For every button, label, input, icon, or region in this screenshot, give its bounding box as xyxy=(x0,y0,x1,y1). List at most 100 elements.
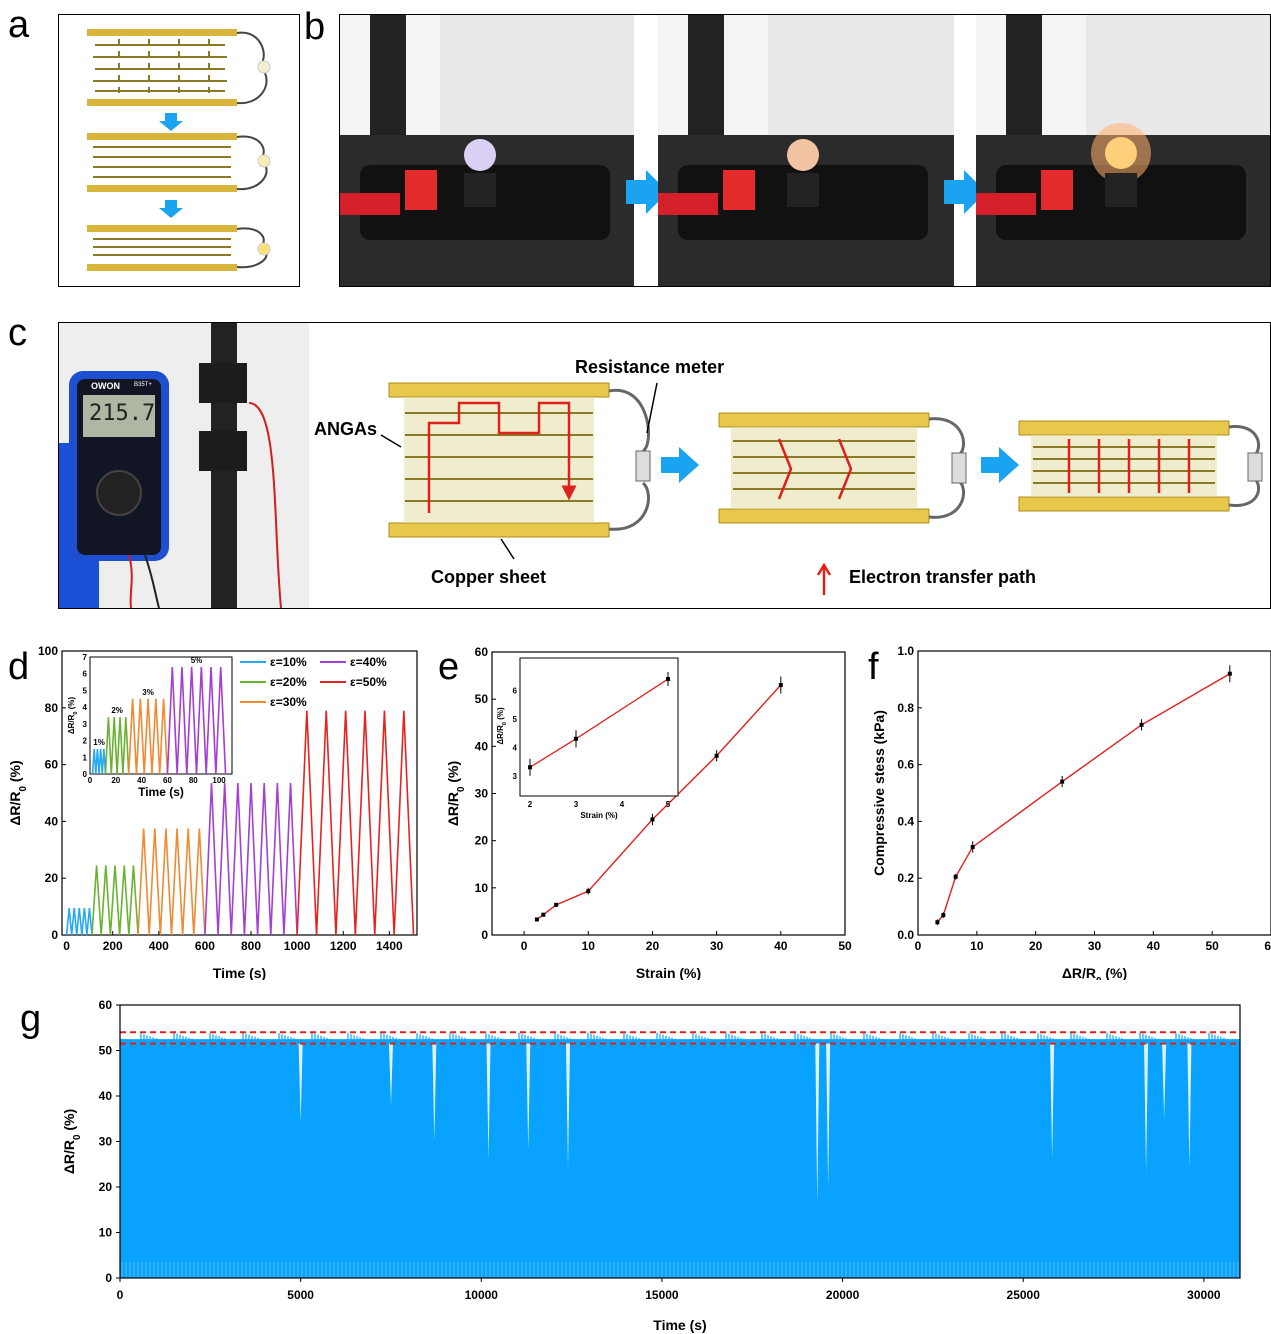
g-ytick-label-3: 30 xyxy=(99,1135,113,1149)
d-inset-ytick-0: 0 xyxy=(83,770,88,779)
stack-half-compressed xyxy=(87,133,271,192)
schematic-half-compressed xyxy=(718,412,967,524)
e-xtick-label-5: 50 xyxy=(838,939,852,953)
e-xtick-label-2: 20 xyxy=(646,939,660,953)
label-electron-transfer-path: Electron transfer path xyxy=(849,567,1037,587)
d-inset-xtick-0: 0 xyxy=(88,776,93,785)
f-point-2 xyxy=(953,874,958,879)
e-point-1 xyxy=(541,912,546,917)
panel-label-b: b xyxy=(304,6,326,48)
d-inset-series-3 xyxy=(166,666,227,775)
d-series-1 xyxy=(91,865,139,936)
g-dip-7 xyxy=(826,1043,831,1187)
chart-g-long-term-cycling: 0 5000 10000 15000 20000 25000 30000 0 10 20 30 40 5… xyxy=(61,1000,1241,1333)
right-arrow-icon xyxy=(626,170,668,214)
g-dip-3 xyxy=(486,1043,491,1160)
f-line xyxy=(936,673,1231,923)
g-xtick-label-2: 10000 xyxy=(465,1288,499,1302)
d-inset-ytick-6: 6 xyxy=(83,670,88,679)
e-point-5 xyxy=(714,753,719,758)
right-arrow-icon-2 xyxy=(944,170,986,214)
e-ytick-label-2: 20 xyxy=(475,834,489,848)
f-xtick-label-2: 20 xyxy=(1029,939,1043,953)
photo-3 xyxy=(976,15,1270,286)
panel-a-frame xyxy=(58,14,300,287)
d-series-4 xyxy=(296,710,415,936)
right-arrow-icon-3 xyxy=(661,447,699,483)
e-point-3 xyxy=(586,889,591,894)
f-plot-frame xyxy=(917,650,1271,936)
g-dip-6 xyxy=(815,1043,820,1206)
g-xtick-label-3: 15000 xyxy=(645,1288,679,1302)
panel-label-g: g xyxy=(20,998,42,1040)
d-inset-ytick-3: 3 xyxy=(83,720,88,729)
panel-label-a: a xyxy=(8,4,30,46)
d-inset-series-label-0: 1% xyxy=(93,738,105,747)
g-ytick-label-2: 20 xyxy=(99,1180,113,1194)
e-point-2 xyxy=(554,902,559,907)
chart-d-cyclic-response: 0 200 400 600 800 1000 1200 1400020406080100ΔR/… xyxy=(7,644,418,980)
g-ytick-label-0: 0 xyxy=(105,1271,112,1285)
f-point-4 xyxy=(1060,779,1065,784)
d-series-2 xyxy=(137,828,206,936)
f-point-6 xyxy=(1227,671,1232,676)
e-point-6 xyxy=(778,683,783,688)
e-inset-ytick-3: 6 xyxy=(513,686,518,695)
f-xtick-label-4: 40 xyxy=(1147,939,1161,953)
multimeter-model: B35T+ xyxy=(134,382,152,388)
d-inset-series-1 xyxy=(104,717,130,775)
d-xtick-label-6: 1200 xyxy=(330,939,357,953)
d-inset-xtick-3: 60 xyxy=(163,776,172,785)
g-cycle-fill xyxy=(120,1039,1240,1278)
g-ytick-label-5: 50 xyxy=(99,1044,113,1058)
e-inset-point-1 xyxy=(574,736,578,741)
d-xtick-label-7: 1400 xyxy=(376,939,403,953)
f-ytick-label-3: 0.6 xyxy=(897,758,914,772)
g-dip-4 xyxy=(526,1043,531,1151)
e-inset-xtick-3: 5 xyxy=(666,800,671,809)
chart-e-strain-response: 0 10 20 30 40 50 0 10 20 30 40 50 60 ΔR/R0 (%) Strain … xyxy=(445,645,852,980)
f-xlabel: ΔR/R0 (%) xyxy=(1062,965,1127,980)
electron-path-legend-arrow xyxy=(816,562,832,595)
g-ytick-label-1: 10 xyxy=(99,1226,113,1240)
d-legend-label-1: ε=20% xyxy=(270,675,307,689)
multimeter-reading: 215.7 xyxy=(89,401,156,426)
f-xtick-label-6: 60 xyxy=(1264,939,1271,953)
f-point-1 xyxy=(941,913,946,918)
down-arrow-icon xyxy=(159,113,183,131)
stack-uncompressed xyxy=(87,29,271,106)
f-point-3 xyxy=(970,844,975,849)
e-inset-point-2 xyxy=(666,677,670,682)
e-inset-point-0 xyxy=(528,765,532,770)
g-dip-10 xyxy=(1162,1043,1167,1119)
d-ylabel: ΔR/R0 (%) xyxy=(7,760,29,825)
e-xlabel: Strain (%) xyxy=(636,965,701,980)
e-inset-xtick-0: 2 xyxy=(528,800,533,809)
f-ytick-label-0: 0.0 xyxy=(897,928,914,942)
d-inset-series-label-2: 3% xyxy=(142,688,154,697)
d-legend-label-0: ε=10% xyxy=(270,655,307,669)
e-inset-ytick-0: 3 xyxy=(513,772,518,781)
e-inset-xlabel: Strain (%) xyxy=(580,811,618,820)
e-inset-ytick-1: 4 xyxy=(513,743,518,752)
g-ytick-label-4: 40 xyxy=(99,1089,113,1103)
f-point-5 xyxy=(1139,722,1144,727)
e-xtick-label-4: 40 xyxy=(774,939,788,953)
e-xtick-label-1: 10 xyxy=(582,939,596,953)
d-inset-series-label-1: 2% xyxy=(111,706,123,715)
down-arrow-icon-2 xyxy=(159,200,183,218)
f-xtick-label-3: 30 xyxy=(1088,939,1102,953)
e-point-0 xyxy=(534,917,539,922)
d-inset-series-2 xyxy=(127,698,169,775)
e-ytick-label-4: 40 xyxy=(475,739,489,753)
d-inset-ytick-4: 4 xyxy=(83,703,88,712)
multimeter-photo xyxy=(59,323,309,608)
e-xtick-label-3: 30 xyxy=(710,939,724,953)
panel-label-f: f xyxy=(868,646,879,688)
g-xtick-label-0: 0 xyxy=(117,1288,124,1302)
d-xtick-label-3: 600 xyxy=(195,939,215,953)
d-inset-ylabel: ΔR/R0 (%) xyxy=(67,697,79,735)
compression-sequence-illustration xyxy=(87,29,271,271)
f-xtick-label-0: 0 xyxy=(915,939,922,953)
e-inset-ytick-2: 5 xyxy=(513,715,518,724)
